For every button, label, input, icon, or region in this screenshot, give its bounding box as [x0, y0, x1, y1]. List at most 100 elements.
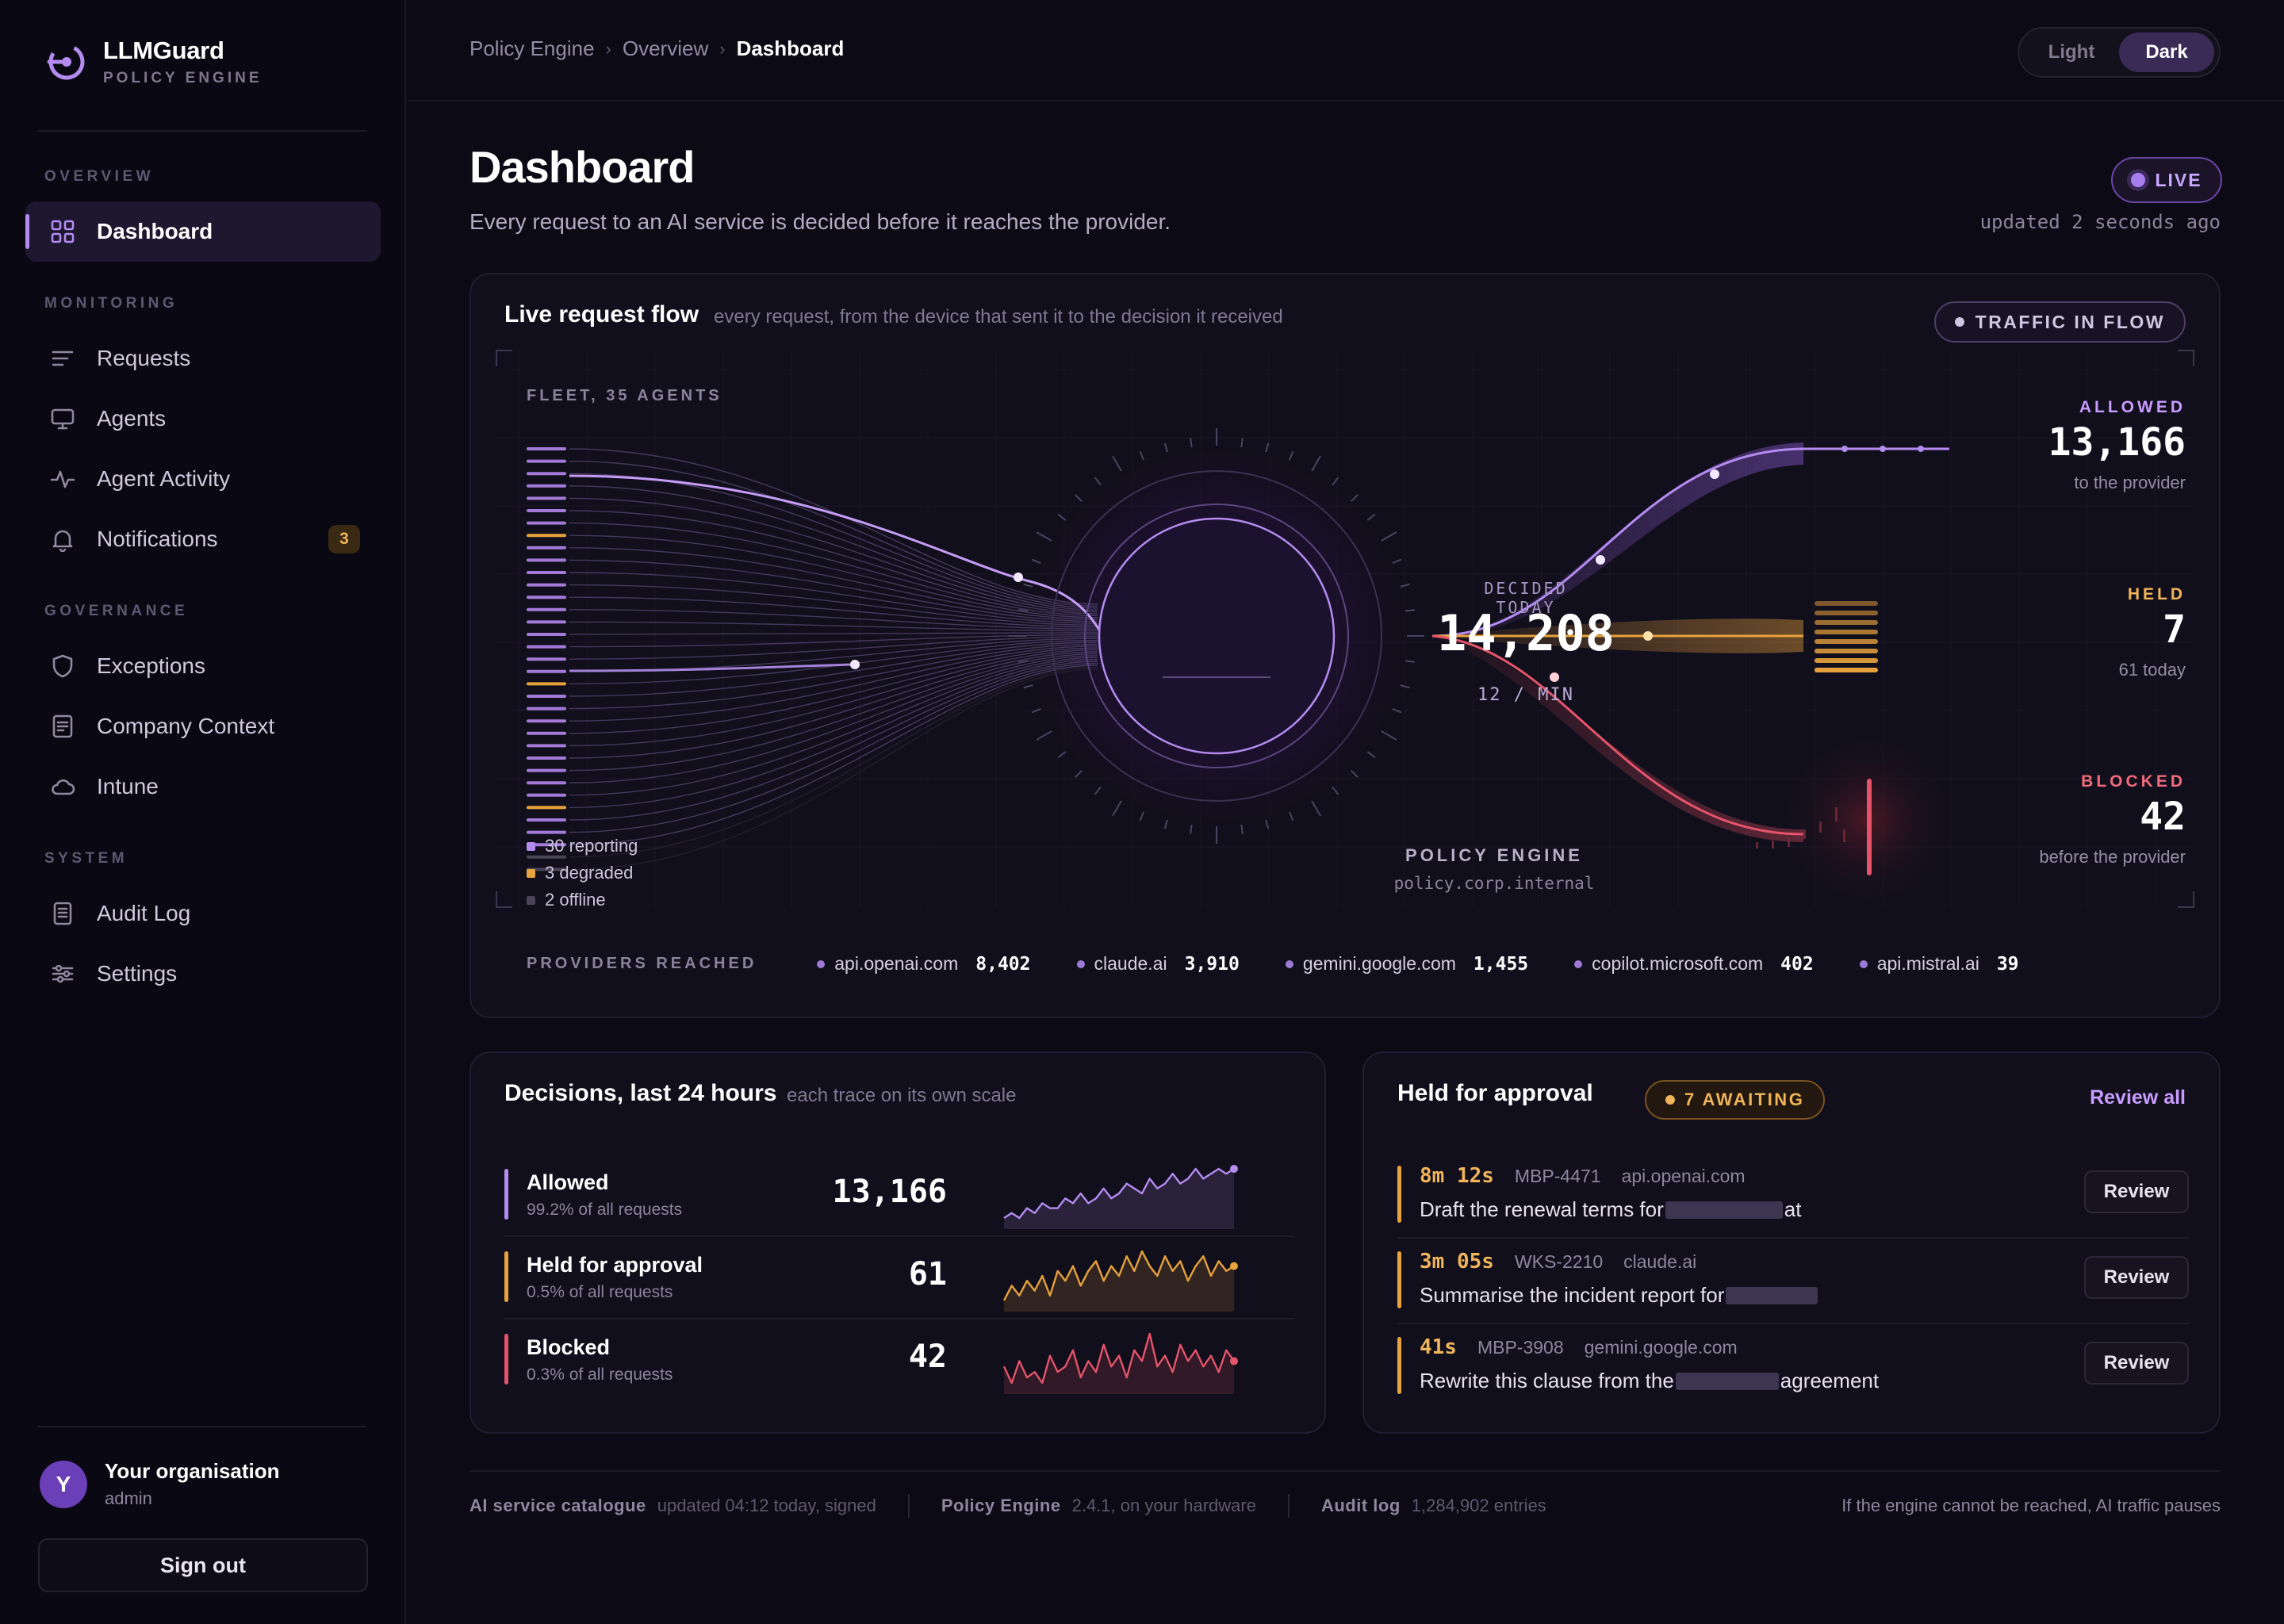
active-trace [1025, 579, 1101, 630]
provider-dot-icon [1859, 959, 1868, 968]
fleet-agent-bar [527, 695, 566, 698]
breadcrumb-overview[interactable]: Overview [622, 36, 709, 60]
status-dot-icon [1665, 1095, 1675, 1105]
held-request-row[interactable]: 8m 12s MBP-4471 api.openai.com Draft the… [1397, 1153, 2189, 1239]
allowed-label: ALLOWED [2079, 398, 2186, 416]
held-for-approval-card: Held for approval 7 AWAITING Review all … [1362, 1051, 2221, 1434]
provider-dot-icon [1574, 959, 1583, 968]
provider-gemini[interactable]: gemini.google.com 1,455 [1285, 953, 1528, 975]
sidebar-item-label: Company Context [97, 714, 275, 738]
sidebar-item-requests[interactable]: Requests [25, 328, 381, 389]
ring-tick [1400, 684, 1410, 689]
fleet-agent-bar [527, 768, 566, 772]
sparkline-area [1004, 1334, 1234, 1394]
fleet-agent-bar [527, 855, 566, 859]
row-accent [1397, 1251, 1401, 1308]
sidebar-item-settings[interactable]: Settings [25, 944, 381, 1004]
agent-trace [569, 636, 1098, 660]
section-overview: OVERVIEW [44, 168, 155, 185]
brand[interactable]: LLMGuard POLICY ENGINE [44, 36, 263, 87]
fleet-agent-bar [527, 806, 566, 810]
awaiting-label: 7 AWAITING [1684, 1090, 1805, 1109]
decision-name: Held for approval [527, 1253, 703, 1277]
review-button[interactable]: Review [2084, 1342, 2189, 1385]
legend-label: 3 degraded [545, 863, 634, 883]
provider-copilot[interactable]: copilot.microsoft.com 402 [1574, 953, 1814, 975]
fleet-agent-bar [527, 459, 566, 463]
topbar: Policy Engine › Overview › Dashboard Lig… [408, 0, 2284, 102]
theme-dark-option[interactable]: Dark [2119, 33, 2214, 72]
ring-tick [1018, 609, 1029, 612]
sidebar-item-company-context[interactable]: Company Context [25, 696, 381, 756]
fleet-agent-bar [527, 781, 566, 785]
agent-trace [569, 448, 1098, 605]
page-subtitle: Every request to an AI service is decide… [469, 209, 1171, 234]
sparkline-line [1003, 1167, 1235, 1220]
sidebar-item-audit-log[interactable]: Audit Log [25, 883, 381, 944]
theme-toggle[interactable]: Light Dark [2018, 27, 2221, 78]
ring-tick [1392, 707, 1402, 714]
redacted-text [1726, 1286, 1818, 1304]
decision-rate: 12 / MIN [1477, 685, 1574, 705]
sidebar-item-label: Dashboard [97, 219, 213, 243]
notification-count-badge: 3 [328, 525, 360, 553]
live-label: LIVE [2155, 169, 2202, 190]
fleet-agent-bar [527, 744, 566, 748]
agent-trace [569, 632, 1098, 635]
decided-today-label: DECIDED TODAY [1484, 579, 1568, 617]
sidebar-item-label: Requests [97, 346, 191, 370]
sidebar-item-agent-activity[interactable]: Agent Activity [25, 449, 381, 509]
sidebar-item-agents[interactable]: Agents [25, 389, 381, 449]
breadcrumb: Policy Engine › Overview › Dashboard [469, 36, 844, 61]
agent-trace [569, 522, 1098, 617]
redacted-text [1665, 1201, 1783, 1219]
sidebar-item-intune[interactable]: Intune [25, 756, 381, 817]
pulse-icon [49, 465, 76, 492]
decision-row-blocked[interactable]: Blocked 0.3% of all requests 42 [504, 1320, 1294, 1402]
breadcrumb-dashboard: Dashboard [736, 36, 845, 60]
traffic-in-flow-badge: TRAFFIC IN FLOW [1933, 301, 2186, 343]
decision-name: Blocked [527, 1335, 611, 1359]
review-button[interactable]: Review [2084, 1256, 2189, 1299]
held-request-row[interactable]: 41s MBP-3908 gemini.google.com Rewrite t… [1397, 1324, 2189, 1410]
provider-openai[interactable]: api.openai.com 8,402 [817, 953, 1031, 975]
agent-trace [569, 647, 1098, 734]
sidebar-item-notifications[interactable]: Notifications 3 [25, 509, 381, 569]
sparkline-area [1004, 1169, 1234, 1229]
org-profile[interactable]: Y Your organisation admin [40, 1459, 280, 1509]
agent-trace [569, 657, 1098, 796]
provider-mistral[interactable]: api.mistral.ai 39 [1859, 953, 2019, 975]
sign-out-button[interactable]: Sign out [38, 1538, 368, 1592]
sidebar-item-exceptions[interactable]: Exceptions [25, 636, 381, 696]
sparkline-held [1002, 1250, 1238, 1312]
review-button[interactable]: Review [2084, 1170, 2189, 1213]
allowed-band [1431, 442, 1803, 637]
held-device: WKS-2210 [1514, 1251, 1604, 1272]
live-badge: LIVE [2111, 157, 2222, 203]
blocked-stat: BLOCKED 42 before the provider [2039, 772, 2186, 868]
decision-row-allowed[interactable]: Allowed 99.2% of all requests 13,166 [504, 1155, 1294, 1237]
ring-tick [1265, 819, 1270, 829]
legend-degraded: 3 degraded [527, 863, 633, 883]
ring-tick [1366, 751, 1376, 759]
provider-count: 8,402 [975, 953, 1031, 975]
ring-tick [1405, 660, 1415, 663]
breadcrumb-policy-engine[interactable]: Policy Engine [469, 36, 595, 60]
legend-label: 2 offline [545, 890, 606, 910]
held-provider: api.openai.com [1621, 1166, 1746, 1186]
sidebar-divider [38, 1426, 366, 1427]
providers-reached: PROVIDERS REACHED api.openai.com 8,402 c… [527, 953, 2065, 975]
sidebar-item-dashboard[interactable]: Dashboard [25, 201, 381, 262]
ring-tick [1190, 824, 1193, 834]
decision-row-held[interactable]: Held for approval 0.5% of all requests 6… [504, 1237, 1294, 1320]
provider-claude[interactable]: claude.ai 3,910 [1076, 953, 1240, 975]
held-request-bar [1815, 620, 1878, 625]
sparkline-blocked [1002, 1332, 1238, 1394]
agent-trace [569, 665, 1098, 845]
held-request-bar [1815, 630, 1878, 634]
chevron-right-icon: › [605, 38, 611, 59]
review-all-link[interactable]: Review all [2090, 1086, 2186, 1109]
theme-light-option[interactable]: Light [2048, 41, 2095, 63]
held-request-bar [1815, 611, 1878, 615]
held-request-row[interactable]: 3m 05s WKS-2210 claude.ai Summarise the … [1397, 1239, 2189, 1324]
